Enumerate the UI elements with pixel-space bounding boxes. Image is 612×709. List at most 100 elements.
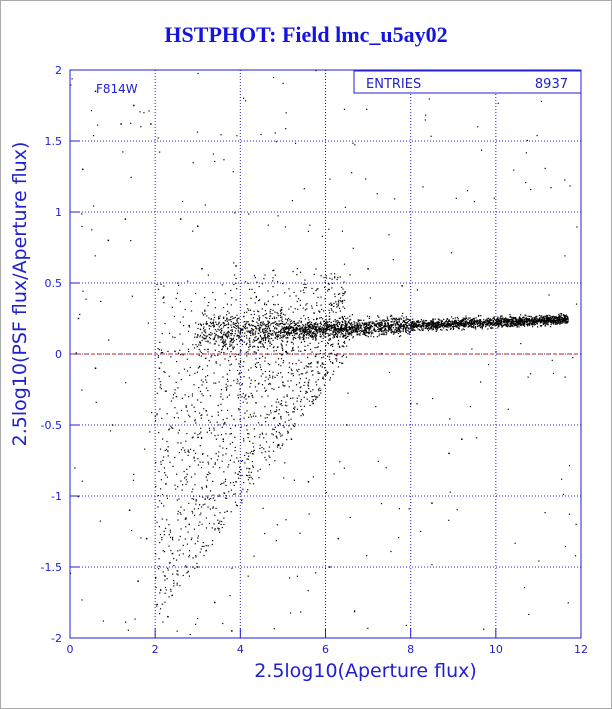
data-point [264, 387, 266, 389]
data-point [356, 327, 358, 330]
data-point [311, 351, 313, 353]
data-point [368, 324, 370, 326]
data-point [235, 327, 237, 330]
data-point [312, 337, 314, 339]
data-point [261, 339, 263, 341]
data-point [316, 318, 318, 321]
data-point [244, 412, 246, 414]
data-point [300, 341, 303, 344]
data-point [469, 320, 471, 322]
data-point [293, 332, 295, 334]
data-point [457, 318, 459, 320]
data-point [448, 325, 450, 327]
data-point [566, 317, 568, 320]
data-point [297, 322, 300, 324]
data-point [530, 319, 532, 322]
data-point [262, 507, 264, 509]
data-point [204, 498, 206, 500]
data-point [418, 324, 421, 326]
data-point [156, 283, 158, 286]
data-point [174, 336, 176, 339]
data-point [300, 399, 302, 401]
data-point [310, 330, 313, 332]
data-point [516, 318, 518, 320]
data-point [372, 332, 374, 334]
data-point [321, 340, 323, 343]
data-point [215, 362, 217, 364]
data-point [503, 321, 505, 323]
data-point [220, 336, 222, 338]
data-point [399, 324, 401, 326]
data-point [446, 320, 448, 323]
data-point [308, 325, 310, 327]
data-point [275, 539, 277, 542]
data-point [511, 319, 513, 321]
data-point [536, 323, 538, 325]
data-point [345, 321, 347, 323]
data-point [568, 513, 571, 515]
data-point [199, 328, 202, 330]
data-point [246, 402, 248, 404]
data-point [538, 320, 540, 322]
data-point [500, 320, 502, 322]
data-point [215, 321, 217, 323]
data-point [456, 325, 458, 328]
data-point [201, 414, 203, 416]
data-point [243, 341, 245, 343]
data-point [544, 315, 546, 317]
data-point [305, 330, 307, 332]
data-point [323, 353, 325, 355]
data-point [204, 310, 206, 312]
data-point [312, 476, 314, 478]
data-point [443, 322, 445, 324]
data-point [250, 367, 252, 369]
data-point [296, 408, 299, 410]
data-point [159, 488, 162, 490]
data-point [390, 327, 392, 329]
data-point [307, 344, 309, 347]
data-point [280, 358, 283, 360]
data-point [200, 506, 203, 508]
data-point [156, 392, 158, 394]
data-point [325, 327, 328, 330]
data-point [378, 321, 380, 324]
data-point [218, 344, 220, 346]
data-point [260, 340, 262, 343]
data-point [200, 512, 202, 514]
data-point [436, 327, 438, 330]
data-point [493, 316, 495, 318]
data-point [205, 332, 207, 334]
data-point [252, 333, 254, 335]
data-point [188, 550, 191, 552]
data-point [226, 320, 228, 322]
data-point [499, 320, 501, 322]
data-point [246, 491, 248, 493]
data-point [337, 319, 339, 322]
data-point [513, 325, 515, 327]
data-point [305, 372, 307, 374]
data-point [471, 322, 473, 324]
data-point [269, 382, 271, 385]
data-point [274, 132, 276, 134]
data-point [253, 275, 256, 277]
data-point [455, 197, 457, 199]
data-point [473, 318, 476, 320]
data-point [316, 361, 318, 363]
data-point [312, 338, 314, 340]
data-point [279, 403, 281, 405]
data-point [399, 331, 401, 333]
data-point [436, 321, 438, 323]
data-point [315, 395, 317, 398]
data-point [319, 317, 321, 319]
data-point [218, 381, 220, 383]
data-point [342, 335, 344, 338]
data-point [333, 473, 335, 475]
data-point [164, 586, 167, 589]
data-point [387, 330, 389, 332]
data-point [330, 308, 332, 310]
data-point [306, 332, 308, 335]
data-point [316, 334, 318, 336]
data-point [461, 320, 463, 323]
stats-box: ENTRIES 8937 [353, 70, 582, 94]
data-point [415, 322, 417, 324]
